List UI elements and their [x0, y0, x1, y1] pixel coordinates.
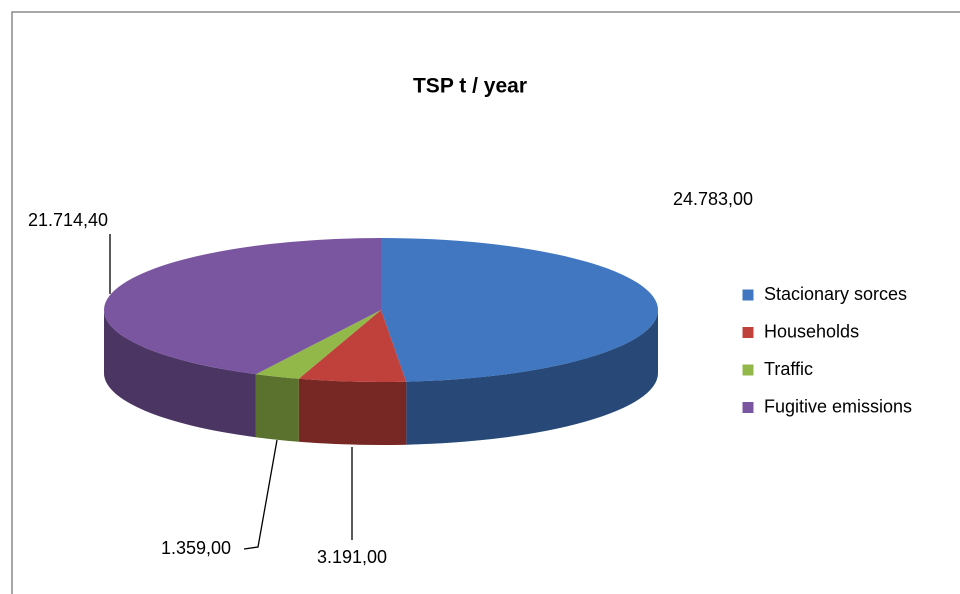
slice-side: [406, 310, 658, 445]
slice: [255, 310, 381, 379]
data-label: 3.191,00: [317, 547, 387, 567]
legend-swatch: [741, 288, 755, 302]
slice-side: [104, 310, 256, 438]
slice-side-shade: [298, 378, 407, 446]
slice: [298, 310, 407, 383]
slice-side-shade: [255, 374, 299, 442]
chart-title: TSP t / year: [413, 75, 527, 98]
slice: [381, 238, 659, 382]
slice-side-shade: [406, 310, 658, 445]
slice-side: [255, 374, 299, 442]
legend-label: Stacionary sorces: [764, 284, 907, 304]
legend: Stacionary sorces Households Traffic Fugiti…: [741, 284, 912, 416]
legend-swatch: [741, 401, 755, 414]
legend-swatch: [741, 363, 755, 377]
data-labels: 24.783,00 3.191,00 1.359,00 21.714,40: [28, 189, 753, 567]
legend-label: Households: [764, 321, 859, 341]
data-label: 21.714,40: [28, 210, 108, 230]
slice-side-shade: [104, 310, 256, 438]
slice: [103, 238, 381, 375]
leader-line: [243, 439, 278, 550]
legend-label: Traffic: [764, 359, 813, 379]
legend-label: Fugitive emissions: [764, 396, 912, 416]
data-label: 24.783,00: [673, 189, 753, 209]
pie-tops: [103, 238, 659, 383]
pie-walls: [104, 310, 658, 446]
data-label: 1.359,00: [161, 538, 231, 558]
slice-side: [298, 378, 407, 446]
legend-swatch: [741, 326, 755, 339]
